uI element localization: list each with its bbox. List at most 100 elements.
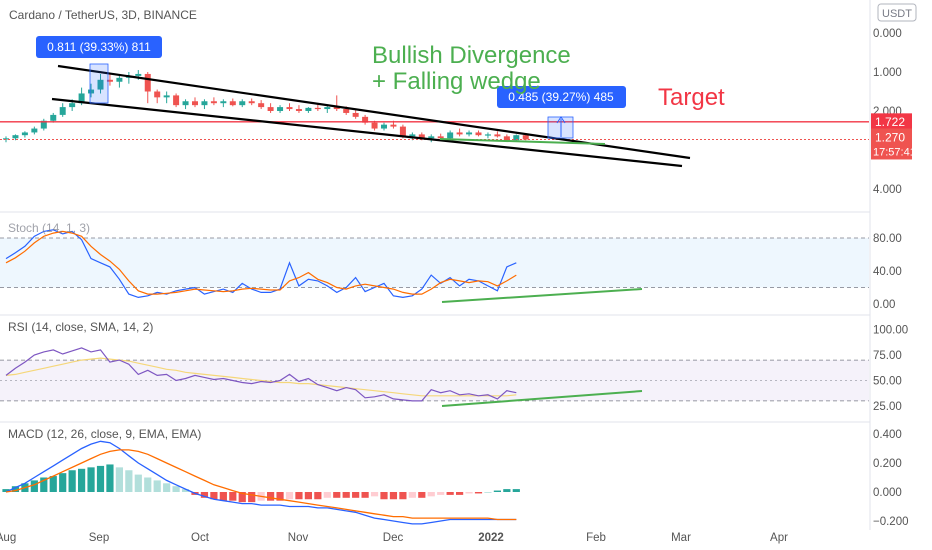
macd-histogram-bar bbox=[11, 486, 20, 492]
signal-line bbox=[5, 449, 517, 521]
current-price-tag bbox=[871, 128, 912, 160]
macd-pane[interactable]: MACD (12, 26, close, 9, EMA, EMA) 0.4000… bbox=[2, 427, 909, 528]
macd-histogram-bar bbox=[493, 490, 501, 492]
candle-body bbox=[50, 114, 57, 121]
measure-label-left-box bbox=[36, 36, 162, 58]
macd-histogram-bar bbox=[437, 492, 445, 495]
price-tick-label: 4.000 bbox=[873, 184, 902, 196]
measure-range-left[interactable] bbox=[89, 63, 109, 104]
arrow-up-icon bbox=[556, 116, 566, 124]
macd-histogram-bar bbox=[465, 492, 473, 494]
candle bbox=[210, 97, 217, 106]
candle-body bbox=[267, 107, 274, 111]
candle-body bbox=[399, 126, 406, 137]
candle-body bbox=[286, 107, 293, 110]
rsi-title: RSI (14, close, SMA, 14, 2) bbox=[8, 320, 153, 334]
candle-body bbox=[229, 101, 236, 106]
currency-badge[interactable] bbox=[877, 3, 917, 22]
candle-body bbox=[409, 134, 416, 137]
macd-histogram-bar bbox=[427, 492, 435, 497]
macd-histogram-bar bbox=[342, 492, 350, 498]
candle-body bbox=[371, 122, 378, 129]
stoch-divergence-line[interactable] bbox=[441, 288, 643, 303]
candle bbox=[475, 130, 482, 137]
macd-tick-label: 0.200 bbox=[873, 458, 902, 470]
stoch-d-line bbox=[5, 230, 517, 295]
measure-label-left: 0.811 (39.33%) 811 bbox=[47, 40, 151, 54]
wedge-lower-trendline[interactable] bbox=[51, 97, 683, 168]
macd-histogram-bar bbox=[106, 464, 114, 492]
macd-histogram-bar bbox=[181, 489, 190, 492]
candle bbox=[277, 105, 284, 113]
candle bbox=[248, 98, 255, 106]
macd-histogram-bar bbox=[219, 492, 227, 501]
pattern-text-line1: Bullish Divergence bbox=[372, 42, 571, 69]
candle-body bbox=[78, 93, 85, 104]
stoch-tick-label: 0.00 bbox=[873, 299, 895, 311]
candle-body bbox=[362, 116, 369, 123]
rsi-axis[interactable]: 100.00 75.00 50.00 25.00 bbox=[873, 325, 908, 414]
macd-histogram-bar bbox=[474, 492, 483, 494]
price-divergence-line[interactable] bbox=[439, 138, 606, 145]
macd-histogram-bar bbox=[125, 470, 133, 492]
candle-body bbox=[314, 107, 321, 110]
candle bbox=[163, 91, 170, 104]
macd-axis[interactable]: 0.400 0.200 0.000 −0.200 bbox=[873, 429, 909, 528]
target-price-label: 1.722 bbox=[875, 115, 905, 129]
price-pane[interactable]: 0.811 (39.33%) 811 0.485 (39.27%) 485 Bu… bbox=[0, 3, 917, 196]
stoch-title: Stoch (14, 1, 3) bbox=[8, 221, 90, 235]
candle bbox=[106, 73, 113, 86]
candle bbox=[362, 114, 369, 125]
candle-body bbox=[428, 136, 435, 139]
macd-histogram-bar bbox=[276, 492, 284, 501]
time-tick-label: Mar bbox=[671, 532, 691, 544]
stoch-axis[interactable]: 80.00 40.00 0.00 bbox=[873, 233, 902, 311]
macd-histogram-bar bbox=[446, 492, 454, 495]
time-tick-label: Dec bbox=[383, 532, 404, 544]
candle-body bbox=[258, 103, 265, 108]
macd-histogram-bar bbox=[512, 489, 520, 492]
candle bbox=[267, 103, 274, 113]
candle bbox=[513, 134, 520, 142]
candle-body bbox=[343, 109, 350, 113]
macd-histogram-bar bbox=[78, 468, 86, 492]
rsi-tick-label: 75.00 bbox=[873, 350, 902, 362]
candle-body bbox=[220, 101, 227, 104]
macd-histogram-bar bbox=[248, 492, 256, 503]
candle bbox=[88, 83, 95, 98]
macd-histogram-bar bbox=[144, 477, 152, 492]
candle-body bbox=[466, 132, 473, 135]
macd-histogram-bar bbox=[30, 480, 38, 492]
stoch-band bbox=[0, 238, 869, 288]
candle bbox=[154, 89, 161, 104]
rsi-ma-line bbox=[5, 357, 517, 397]
current-price-label: 1.270 bbox=[875, 130, 905, 144]
macd-histogram-bar bbox=[267, 492, 275, 501]
candle-body bbox=[305, 107, 312, 111]
candle bbox=[229, 98, 236, 107]
macd-histogram-bar bbox=[456, 492, 464, 495]
rsi-tick-label: 50.00 bbox=[873, 376, 902, 388]
macd-histogram-bar bbox=[87, 467, 95, 492]
candle-body bbox=[381, 124, 387, 129]
candle-body bbox=[116, 77, 123, 82]
macd-histogram-bar bbox=[200, 492, 209, 498]
candle-body bbox=[154, 91, 161, 98]
time-axis[interactable]: Aug Sep Oct Nov Dec 2022 Feb Mar Apr bbox=[0, 532, 788, 544]
candle-body bbox=[513, 135, 520, 141]
candle-body bbox=[456, 132, 463, 135]
candle bbox=[173, 93, 180, 108]
macd-histogram-bar bbox=[503, 489, 511, 492]
candle bbox=[258, 100, 265, 110]
candle-body bbox=[106, 79, 113, 82]
macd-histogram-bar bbox=[59, 473, 67, 492]
rsi-divergence-line[interactable] bbox=[441, 390, 643, 407]
rsi-pane[interactable]: RSI (14, close, SMA, 14, 2) 100.00 75.00 5… bbox=[0, 320, 908, 413]
rsi-tick-label: 25.00 bbox=[873, 401, 902, 413]
macd-histogram-bar bbox=[172, 486, 180, 492]
stoch-pane[interactable]: Stoch (14, 1, 3) 80.00 40.00 0.00 bbox=[0, 221, 902, 311]
candle-body bbox=[484, 134, 491, 136]
candle bbox=[40, 118, 47, 131]
macd-tick-label: 0.400 bbox=[873, 429, 902, 441]
